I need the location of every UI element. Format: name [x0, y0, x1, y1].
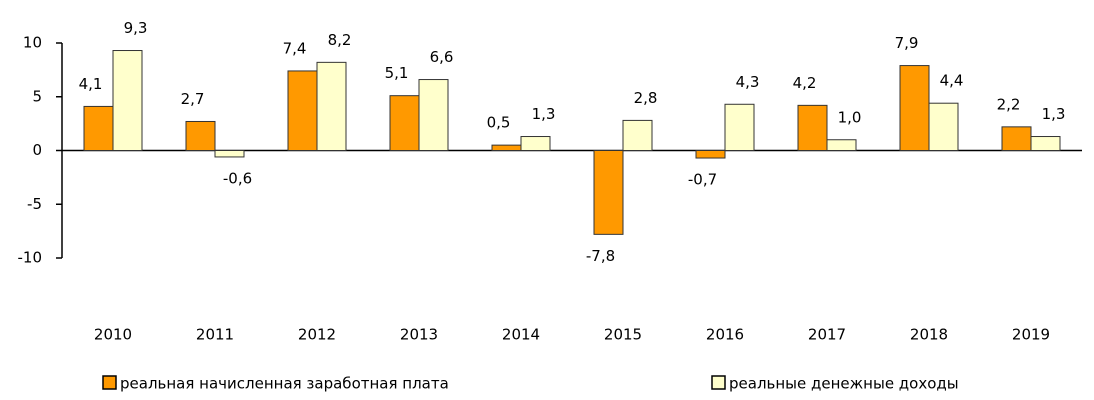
bar: [520, 136, 551, 151]
bar: [491, 144, 522, 151]
bar: [826, 139, 857, 151]
value-label: 9,3: [124, 19, 148, 37]
x-tick-label: 2013: [400, 326, 438, 344]
bar: [622, 119, 653, 152]
legend-label: реальная начисленная заработная плата: [120, 375, 449, 393]
y-tick-label: -5: [27, 195, 42, 213]
bar: [214, 150, 245, 158]
value-label: 6,6: [430, 48, 454, 66]
x-tick-label: 2018: [910, 326, 948, 344]
y-tick-label: 0: [32, 141, 42, 159]
value-label: 7,4: [283, 39, 307, 57]
value-label: 4,1: [79, 75, 103, 93]
bar: [724, 103, 755, 151]
x-tick-label: 2016: [706, 326, 744, 344]
x-tick-label: 2010: [94, 326, 132, 344]
legend-swatch: [711, 375, 726, 390]
y-tick-label: 5: [32, 87, 42, 105]
value-label: 1,0: [838, 108, 862, 126]
x-tick-label: 2011: [196, 326, 234, 344]
value-label: -7,8: [586, 247, 615, 265]
bar: [593, 150, 624, 235]
bar: [83, 105, 114, 152]
legend-swatch: [102, 375, 117, 390]
value-label: 5,1: [385, 64, 409, 82]
legend-label: реальные денежные доходы: [729, 375, 959, 393]
bar: [1030, 136, 1061, 151]
value-label: 4,3: [736, 73, 760, 91]
value-label: 8,2: [328, 31, 352, 49]
bar: [316, 61, 347, 151]
bar: [185, 120, 216, 151]
bar: [287, 70, 318, 151]
value-label: 7,9: [895, 34, 919, 52]
y-tick-label: -10: [18, 249, 43, 267]
value-label: -0,7: [688, 171, 717, 189]
x-tick-label: 2015: [604, 326, 642, 344]
y-tick-label: 10: [23, 34, 42, 52]
bar: [112, 50, 143, 151]
bar: [928, 102, 959, 151]
x-tick-label: 2017: [808, 326, 846, 344]
value-label: 4,4: [940, 72, 964, 90]
bar: [418, 79, 449, 151]
value-label: 4,2: [793, 74, 817, 92]
value-label: 2,2: [997, 95, 1021, 113]
x-tick-label: 2012: [298, 326, 336, 344]
value-label: 0,5: [487, 114, 511, 132]
bar: [695, 150, 726, 159]
value-label: 1,3: [1042, 105, 1066, 123]
value-label: 1,3: [532, 105, 556, 123]
bar: [389, 95, 420, 152]
bar: [899, 65, 930, 151]
value-label: -0,6: [223, 169, 252, 187]
x-tick-label: 2014: [502, 326, 540, 344]
value-label: 2,7: [181, 90, 205, 108]
x-tick-label: 2019: [1012, 326, 1050, 344]
bar: [1001, 126, 1032, 151]
value-label: 2,8: [634, 89, 658, 107]
bar: [797, 104, 828, 151]
